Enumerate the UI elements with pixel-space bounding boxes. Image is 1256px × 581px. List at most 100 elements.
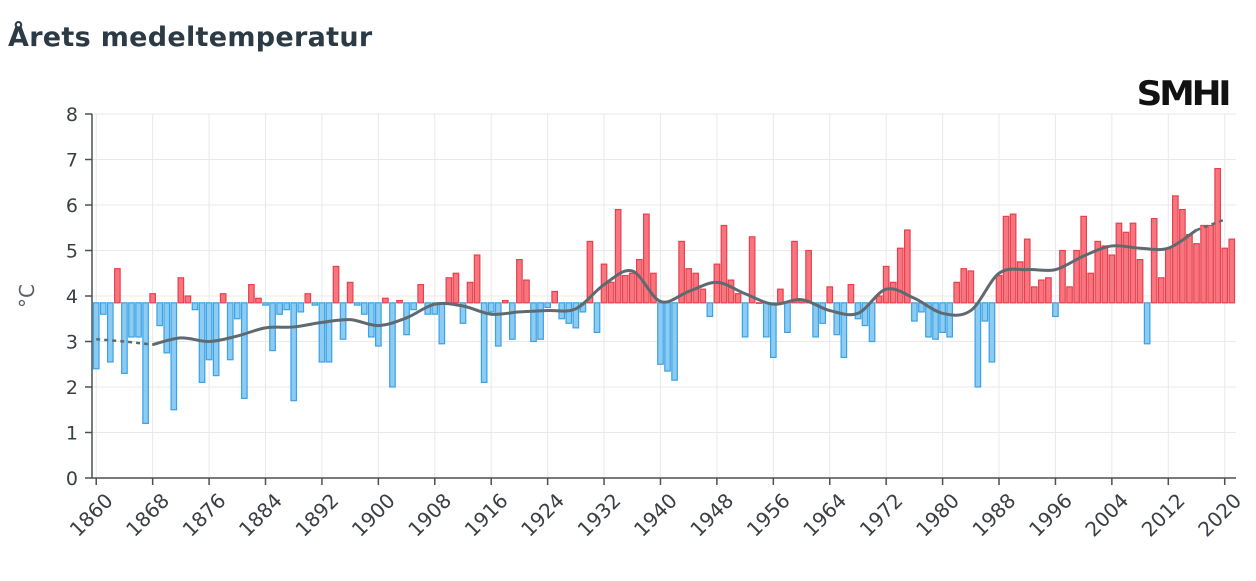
bar-2000 bbox=[1080, 215, 1088, 304]
bar-1930 bbox=[586, 240, 594, 304]
bar-1880 bbox=[233, 302, 241, 320]
bar-2016 bbox=[1193, 243, 1200, 304]
bar-2001 bbox=[1087, 272, 1095, 304]
bar-1991 bbox=[1016, 261, 1024, 304]
bar-1919 bbox=[509, 302, 516, 340]
bar-2008 bbox=[1136, 259, 1144, 304]
bar-1950 bbox=[727, 279, 735, 304]
bar-1890 bbox=[304, 293, 312, 304]
bar-1922 bbox=[530, 302, 537, 343]
bar-2002 bbox=[1094, 240, 1102, 304]
bar-1934 bbox=[614, 208, 622, 304]
x-tick-label: 1964 bbox=[798, 488, 851, 541]
bar-1903 bbox=[396, 299, 403, 304]
bar-1990 bbox=[1009, 213, 1017, 304]
bar-2005 bbox=[1115, 222, 1123, 304]
bar-1969 bbox=[861, 302, 869, 327]
y-tick-label: 3 bbox=[66, 332, 78, 354]
bar-1921 bbox=[523, 279, 530, 304]
bar-1980 bbox=[939, 302, 946, 334]
bar-1863 bbox=[114, 268, 121, 304]
bar-1954 bbox=[755, 302, 763, 304]
bar-2018 bbox=[1207, 224, 1214, 304]
bar-1883 bbox=[255, 297, 262, 304]
bar-1972 bbox=[882, 265, 890, 304]
bar-2006 bbox=[1122, 231, 1130, 304]
x-tick-label: 1892 bbox=[290, 488, 343, 541]
bar-1979 bbox=[932, 302, 939, 340]
y-tick-labels: 0 1 2 3 4 5 6 7 8 bbox=[66, 104, 78, 490]
bar-1914 bbox=[473, 254, 481, 304]
bar-1975 bbox=[903, 229, 911, 304]
bar-1869 bbox=[156, 302, 164, 327]
bar-1970 bbox=[868, 302, 876, 343]
x-tick-label: 2004 bbox=[1080, 488, 1133, 541]
bar-2021 bbox=[1228, 238, 1236, 304]
bar-1879 bbox=[226, 302, 234, 361]
x-tick-label: 1908 bbox=[403, 488, 456, 541]
bar-1959 bbox=[791, 240, 798, 304]
bar-1956 bbox=[769, 302, 777, 359]
bar-1874 bbox=[191, 302, 199, 311]
bar-1941 bbox=[664, 302, 671, 372]
bar-1867 bbox=[142, 302, 149, 425]
bar-1949 bbox=[720, 224, 728, 304]
x-tick-label: 1972 bbox=[855, 488, 908, 541]
y-tick-label: 2 bbox=[66, 377, 78, 399]
bar-1899 bbox=[367, 302, 375, 338]
bar-1865 bbox=[128, 302, 135, 338]
y-tick-label: 1 bbox=[66, 423, 78, 445]
bar-2015 bbox=[1186, 233, 1193, 304]
y-axis-label: °C bbox=[15, 284, 39, 308]
bar-1881 bbox=[240, 302, 248, 399]
bar-1985 bbox=[974, 302, 982, 388]
bar-1925 bbox=[551, 290, 559, 304]
bar-1998 bbox=[1066, 286, 1073, 304]
bar-1974 bbox=[896, 247, 904, 304]
bar-2020 bbox=[1221, 247, 1229, 304]
trend-line-start-dashed bbox=[96, 337, 153, 346]
bar-1995 bbox=[1045, 277, 1052, 304]
bar-1910 bbox=[445, 277, 453, 304]
bar-1896 bbox=[346, 281, 354, 304]
bar-1983 bbox=[960, 268, 968, 304]
bar-1905 bbox=[410, 302, 417, 311]
bar-1961 bbox=[805, 249, 812, 304]
x-tick-label: 1916 bbox=[460, 488, 513, 541]
bar-1973 bbox=[889, 281, 897, 304]
bar-1886 bbox=[276, 302, 283, 315]
bar-1976 bbox=[911, 302, 918, 322]
bar-1936 bbox=[628, 272, 636, 304]
bar-2019 bbox=[1214, 168, 1222, 304]
bar-1882 bbox=[248, 284, 255, 304]
bar-1966 bbox=[840, 302, 848, 359]
bar-1951 bbox=[734, 293, 742, 304]
y-tick-label: 4 bbox=[66, 286, 78, 308]
bar-1963 bbox=[819, 302, 827, 324]
bar-2004 bbox=[1108, 254, 1116, 304]
bar-1888 bbox=[290, 302, 298, 402]
bar-2007 bbox=[1129, 222, 1137, 304]
bar-1894 bbox=[332, 265, 340, 304]
x-tick-label: 1924 bbox=[516, 488, 569, 541]
bar-1889 bbox=[297, 302, 305, 313]
bar-1892 bbox=[318, 302, 326, 363]
x-tick-label: 2020 bbox=[1193, 488, 1246, 541]
bar-1942 bbox=[671, 302, 678, 381]
bar-1997 bbox=[1059, 249, 1066, 304]
bar-1955 bbox=[762, 302, 770, 338]
bar-1982 bbox=[953, 281, 961, 304]
bar-2010 bbox=[1150, 218, 1158, 304]
y-tick-label: 7 bbox=[66, 150, 78, 172]
bar-1872 bbox=[177, 277, 185, 304]
bar-1939 bbox=[650, 272, 657, 304]
x-tick-label: 1980 bbox=[911, 488, 964, 541]
bar-1962 bbox=[812, 302, 819, 338]
bar-1913 bbox=[466, 281, 474, 304]
bar-1981 bbox=[946, 302, 953, 338]
bar-1906 bbox=[417, 284, 425, 304]
bar-1912 bbox=[459, 302, 467, 324]
bar-1898 bbox=[360, 302, 368, 315]
bar-1916 bbox=[487, 302, 495, 313]
